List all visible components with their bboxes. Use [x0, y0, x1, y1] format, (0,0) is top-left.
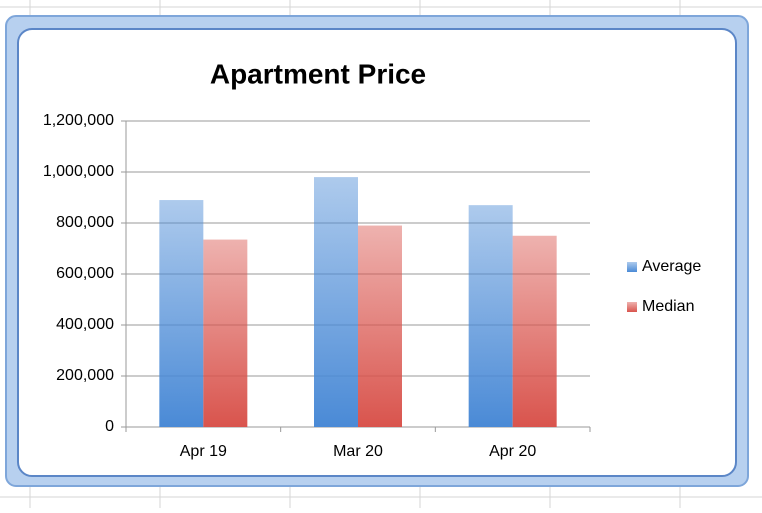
- y-tick-label: 200,000: [56, 367, 114, 384]
- y-tick-label: 1,000,000: [43, 163, 114, 180]
- x-tick-label: Apr 20: [489, 443, 536, 460]
- y-tick-label: 1,200,000: [43, 112, 114, 129]
- bar: [358, 225, 402, 427]
- x-tick-label: Mar 20: [333, 443, 383, 460]
- bar: [468, 205, 513, 427]
- legend-swatch: [627, 302, 637, 312]
- bar: [203, 239, 248, 427]
- legend-swatch: [627, 262, 637, 272]
- y-tick-label: 800,000: [56, 214, 114, 231]
- y-tick-label: 600,000: [56, 265, 114, 282]
- bar: [512, 235, 557, 427]
- bar: [159, 200, 204, 427]
- y-tick-label: 0: [105, 418, 114, 435]
- bar: [314, 177, 358, 427]
- x-tick-label: Apr 19: [180, 443, 227, 460]
- y-tick-label: 400,000: [56, 316, 114, 333]
- legend-label: Average: [642, 258, 701, 275]
- chart-title: Apartment Price: [210, 58, 426, 89]
- legend-label: Median: [642, 298, 694, 315]
